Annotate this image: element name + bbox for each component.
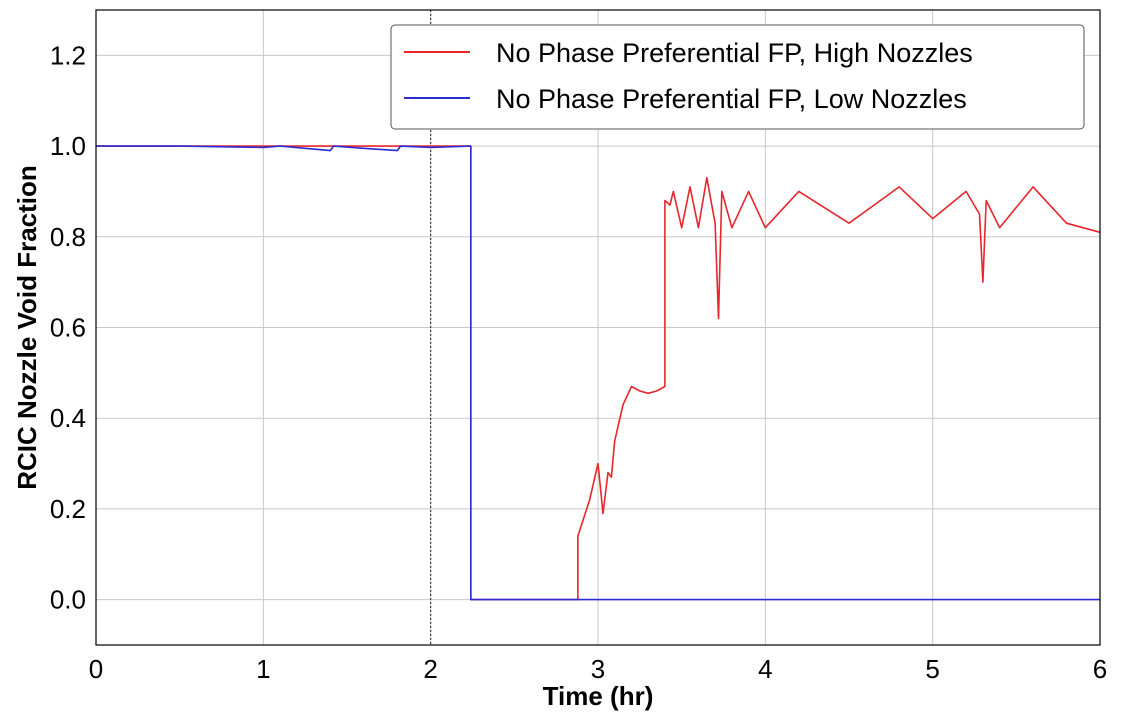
legend-label-low-nozzles: No Phase Preferential FP, Low Nozzles <box>496 84 967 114</box>
y-tick-label: 1.0 <box>50 131 86 161</box>
series-line-low-nozzles <box>96 145 1100 601</box>
series-lines <box>96 145 1101 601</box>
x-tick-label: 3 <box>591 654 605 684</box>
legend: No Phase Preferential FP, High Nozzles N… <box>390 24 1085 130</box>
legend-label-high-nozzles: No Phase Preferential FP, High Nozzles <box>496 38 973 68</box>
y-tick-label: 0.6 <box>50 313 86 343</box>
y-tick-label: 0.2 <box>50 494 86 524</box>
x-tick-label: 1 <box>256 654 270 684</box>
y-tick-label: 0.8 <box>50 222 86 252</box>
series-line-high-nozzles <box>96 145 1101 601</box>
x-tick-label: 6 <box>1093 654 1107 684</box>
x-tick-label: 2 <box>423 654 437 684</box>
y-tick-labels: 0.0 0.2 0.4 0.6 0.8 1.0 1.2 <box>50 40 86 614</box>
x-tick-label: 4 <box>758 654 772 684</box>
x-tick-label: 0 <box>89 654 103 684</box>
x-tick-label: 5 <box>925 654 939 684</box>
y-tick-label: 0.4 <box>50 403 86 433</box>
plot-frame <box>95 9 1101 646</box>
y-axis-title: RCIC Nozzle Void Fraction <box>12 165 42 490</box>
legend-box <box>390 24 1085 130</box>
y-tick-label: 1.2 <box>50 40 86 70</box>
y-tick-label: 0.0 <box>50 585 86 615</box>
x-axis-title: Time (hr) <box>543 681 654 711</box>
x-tick-labels: 0 1 2 3 4 5 6 <box>89 654 1107 684</box>
